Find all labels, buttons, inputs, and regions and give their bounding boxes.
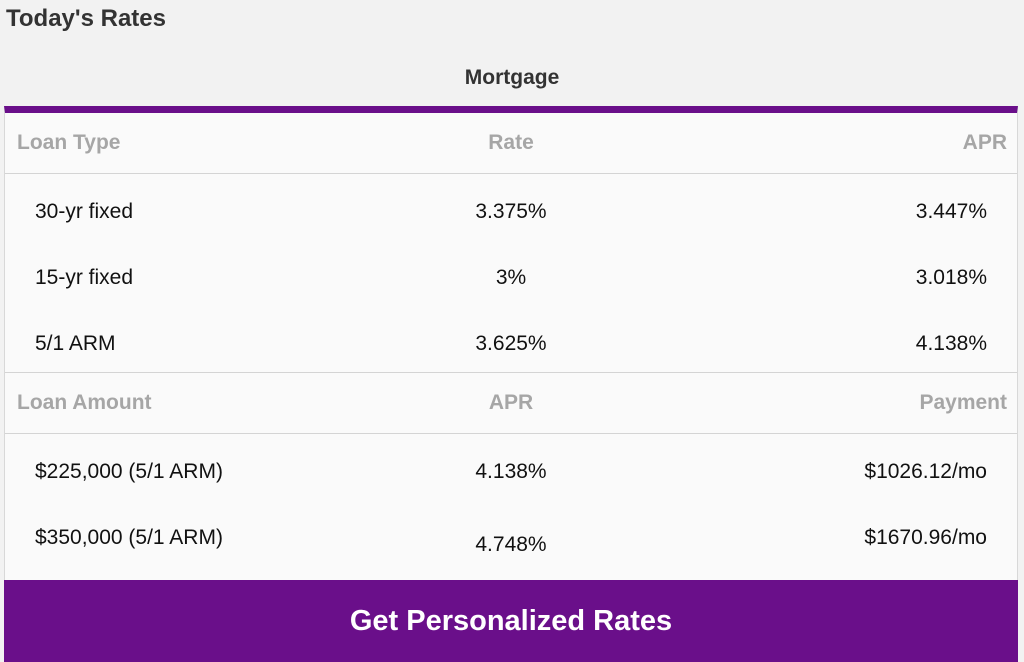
column-header-apr: APR <box>962 131 1007 154</box>
payment-cell: $1026.12/mo <box>864 460 987 483</box>
payment-cell: $1670.96/mo <box>864 526 987 549</box>
column-header-payment: Payment <box>919 391 1007 414</box>
rates-card: Loan Type Rate APR 30-yr fixed 3.375% 3.… <box>4 106 1018 582</box>
table-row: $225,000 (5/1 ARM) 4.138% $1026.12/mo <box>5 439 1017 505</box>
table-row: 5/1 ARM 3.625% 4.138% <box>5 311 1017 377</box>
apr-cell: 4.748% <box>475 533 547 556</box>
rate-cell: 3% <box>495 266 527 289</box>
rate-cell: 3.625% <box>475 332 547 355</box>
loan-amount-cell: $225,000 (5/1 ARM) <box>35 460 223 483</box>
loan-type-cell: 5/1 ARM <box>35 332 116 355</box>
get-personalized-rates-button[interactable]: Get Personalized Rates <box>4 580 1018 662</box>
column-header-loan-amount: Loan Amount <box>17 391 152 414</box>
payment-table-header: Loan Amount APR Payment <box>5 372 1017 434</box>
column-header-loan-type: Loan Type <box>17 131 121 154</box>
apr-cell: 3.018% <box>915 266 987 289</box>
apr-cell: 4.138% <box>915 332 987 355</box>
table-row: $350,000 (5/1 ARM) 4.748% $1670.96/mo <box>5 505 1017 571</box>
loan-type-cell: 15-yr fixed <box>35 266 134 289</box>
column-header-apr: APR <box>488 391 534 414</box>
column-header-rate: Rate <box>488 131 534 154</box>
apr-cell: 3.447% <box>915 200 987 223</box>
tab-mortgage[interactable]: Mortgage <box>464 66 560 89</box>
loan-amount-cell: $350,000 (5/1 ARM) <box>35 526 223 549</box>
table-row: 15-yr fixed 3% 3.018% <box>5 245 1017 311</box>
page-title: Today's Rates <box>6 5 166 32</box>
rates-table-header: Loan Type Rate APR <box>5 113 1017 174</box>
loan-type-cell: 30-yr fixed <box>35 200 134 223</box>
apr-cell: 4.138% <box>475 460 547 483</box>
table-row: 30-yr fixed 3.375% 3.447% <box>5 179 1017 245</box>
rate-cell: 3.375% <box>475 200 547 223</box>
